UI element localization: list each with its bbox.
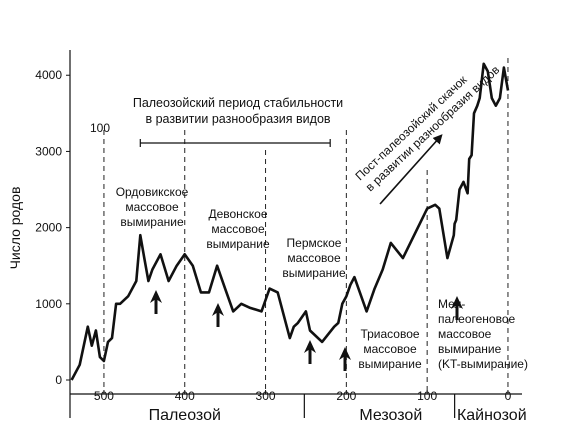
plateau-label: Палеозойский период стабильности в развит… <box>133 96 343 126</box>
ordovician-label: Ордовикское массовое вымирание <box>116 185 189 229</box>
x-tick-label: 100 <box>417 389 437 403</box>
y-tick-label: 4000 <box>35 68 62 82</box>
series-group <box>70 62 510 381</box>
x-tick-label: 400 <box>175 389 195 403</box>
triassic-label: Триасовое массовое вымирание <box>358 327 422 371</box>
x-tick-label: 300 <box>256 389 276 403</box>
y-axis-title: Число родов <box>7 187 23 270</box>
period-boundaries <box>103 58 509 392</box>
postpaleozoic-arrow <box>379 134 443 205</box>
x-tick-label: 200 <box>336 389 356 403</box>
ordovician-arrow <box>150 290 162 314</box>
devonian-arrow <box>212 303 224 327</box>
cretaceous-label: Мел-палеогеновое массовое вымирание (KT-вым… <box>438 297 528 371</box>
era-label: Мезозой <box>359 407 422 424</box>
series-line <box>70 62 510 381</box>
x-tick-label: 0 <box>505 389 512 403</box>
triassic-arrow <box>339 347 351 371</box>
era-label: Кайнозой <box>457 407 527 424</box>
y-tick-label: 3000 <box>35 144 62 158</box>
y-tick-label: 2000 <box>35 221 62 235</box>
y-tick-label: 0 <box>55 373 62 387</box>
permian-label: Пермское массовое вымирание <box>282 236 346 280</box>
era-label: Палеозой <box>149 407 221 424</box>
devonian-label: Девонское массовое вымирание <box>206 207 270 251</box>
permian-arrow <box>304 340 316 364</box>
cretaceous-arrow <box>451 296 463 320</box>
y-tick-label: 1000 <box>35 297 62 311</box>
x-tick-label: 500 <box>94 389 114 403</box>
mark-100-label: 100 <box>90 121 110 135</box>
